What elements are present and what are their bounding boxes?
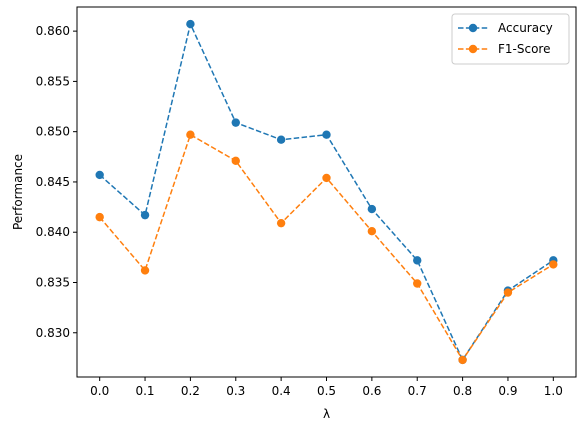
data-point-accuracy	[367, 204, 377, 214]
x-tick-label: 0.9	[498, 384, 517, 398]
x-tick-label: 0.3	[226, 384, 245, 398]
data-point-accuracy	[186, 19, 195, 29]
x-tick-label: 0.1	[135, 384, 154, 398]
x-tick-label: 0.2	[181, 384, 200, 398]
legend-marker-accuracy	[468, 23, 478, 33]
data-point-f1-score	[367, 227, 377, 236]
series-f1-score	[95, 130, 558, 365]
y-tick-label: 0.830	[36, 326, 70, 340]
y-tick-label: 0.855	[36, 74, 70, 88]
x-tick-label: 0.8	[453, 384, 472, 398]
data-point-accuracy	[140, 210, 150, 220]
y-tick-label: 0.860	[36, 24, 70, 38]
data-point-f1-score	[322, 173, 331, 183]
series-layer	[95, 19, 558, 365]
data-point-f1-score	[186, 130, 195, 139]
legend-marker-f1-score	[468, 44, 478, 54]
data-point-accuracy	[413, 256, 422, 265]
data-point-f1-score	[140, 266, 150, 275]
data-point-f1-score	[95, 212, 104, 222]
x-axis: 0.0 0.1 0.2 0.3 0.4 0.5 0.6 0.7 0.8 0.9 1.0	[90, 377, 563, 398]
x-tick-label: 0.7	[408, 384, 427, 398]
data-point-accuracy	[322, 130, 331, 139]
data-point-f1-score	[231, 156, 240, 166]
data-point-accuracy	[95, 170, 104, 180]
y-axis: 0.830 0.835 0.840 0.845 0.850 0.855 0.860	[36, 24, 77, 340]
x-tick-label: 0.6	[362, 384, 381, 398]
data-point-accuracy	[231, 118, 240, 127]
legend-label-f1-score: F1-Score	[498, 42, 550, 56]
legend-box	[451, 13, 570, 65]
x-axis-label: λ	[323, 407, 330, 421]
legend-entry-f1-score: F1-Score	[458, 42, 550, 56]
x-tick-label: 1.0	[544, 384, 563, 398]
y-tick-label: 0.835	[36, 275, 70, 289]
legend-label-accuracy: Accuracy	[498, 21, 553, 35]
data-point-f1-score	[413, 279, 422, 288]
y-axis-label: Performance	[11, 154, 25, 230]
y-tick-label: 0.845	[36, 175, 70, 189]
data-point-f1-score	[458, 355, 467, 365]
data-point-accuracy	[276, 135, 286, 144]
legend-entry-accuracy: Accuracy	[458, 21, 553, 35]
data-point-f1-score	[549, 260, 558, 269]
legend: Accuracy F1-Score	[451, 13, 570, 65]
y-tick-label: 0.850	[36, 125, 70, 139]
y-tick-label: 0.840	[36, 225, 70, 239]
x-tick-label: 0.4	[272, 384, 291, 398]
data-point-f1-score	[503, 288, 513, 297]
x-tick-label: 0.5	[317, 384, 336, 398]
x-tick-label: 0.0	[90, 384, 109, 398]
data-point-f1-score	[276, 218, 286, 228]
